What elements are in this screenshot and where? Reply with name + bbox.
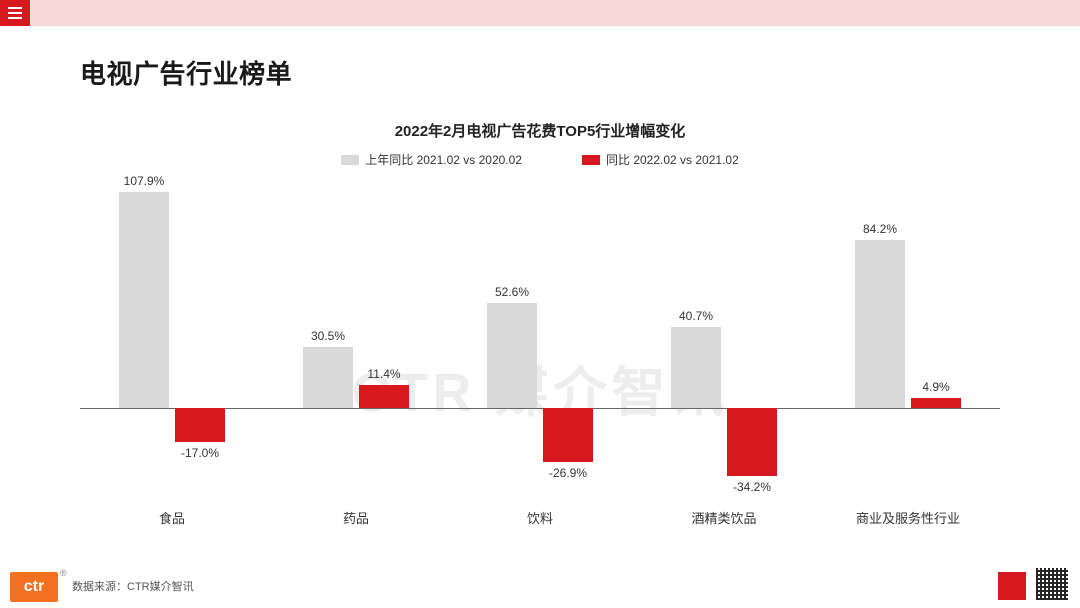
bar-prev_yoy (487, 303, 537, 408)
chart-plot: CTR 媒介智讯 107.9%-17.0%食品30.5%11.4%药品52.6%… (80, 188, 1000, 488)
legend-label-yoy: 同比 2022.02 vs 2021.02 (606, 151, 739, 168)
bar-yoy (543, 408, 593, 462)
category-label: 食品 (92, 508, 252, 527)
legend-item-prev: 上年同比 2021.02 vs 2020.02 (341, 151, 522, 168)
page-root: 电视广告行业榜单 2022年2月电视广告花费TOP5行业增幅变化 上年同比 20… (0, 0, 1080, 608)
data-source: 数据来源：CTR媒介智讯 (72, 578, 194, 594)
bar-label: -34.2% (717, 480, 787, 494)
qr-icon (1036, 568, 1068, 600)
bar-yoy (175, 408, 225, 442)
bar-yoy (359, 385, 409, 408)
menu-icon[interactable] (0, 0, 30, 26)
chart-container: 2022年2月电视广告花费TOP5行业增幅变化 上年同比 2021.02 vs … (80, 120, 1000, 520)
bar-prev_yoy (671, 327, 721, 408)
legend-item-yoy: 同比 2022.02 vs 2021.02 (582, 151, 739, 168)
category-label: 商业及服务性行业 (828, 508, 988, 527)
chart-legend: 上年同比 2021.02 vs 2020.02 同比 2022.02 vs 20… (80, 151, 1000, 168)
bar-yoy (727, 408, 777, 476)
legend-label-prev: 上年同比 2021.02 vs 2020.02 (365, 151, 522, 168)
category-label: 酒精类饮品 (644, 508, 804, 527)
bar-yoy (911, 398, 961, 408)
category-label: 饮料 (460, 508, 620, 527)
bar-prev_yoy (119, 192, 169, 408)
bar-label: 52.6% (477, 285, 547, 299)
legend-swatch-prev (341, 155, 359, 165)
page-title: 电视广告行业榜单 (80, 54, 292, 91)
category-label: 药品 (276, 508, 436, 527)
legend-swatch-yoy (582, 155, 600, 165)
chart-title: 2022年2月电视广告花费TOP5行业增幅变化 (80, 120, 1000, 141)
bar-label: 107.9% (109, 174, 179, 188)
bar-label: -26.9% (533, 466, 603, 480)
bar-label: 40.7% (661, 309, 731, 323)
bar-label: 4.9% (901, 380, 971, 394)
bar-label: 11.4% (349, 367, 419, 381)
footer: ctr ® 数据来源：CTR媒介智讯 (0, 568, 1080, 608)
logo: ctr (10, 572, 58, 602)
footer-red-square (998, 572, 1026, 600)
bar-label: -17.0% (165, 446, 235, 460)
top-strip (0, 0, 1080, 26)
bar-prev_yoy (855, 240, 905, 408)
bar-prev_yoy (303, 347, 353, 408)
bar-label: 30.5% (293, 329, 363, 343)
logo-registered: ® (60, 568, 67, 578)
bar-label: 84.2% (845, 222, 915, 236)
